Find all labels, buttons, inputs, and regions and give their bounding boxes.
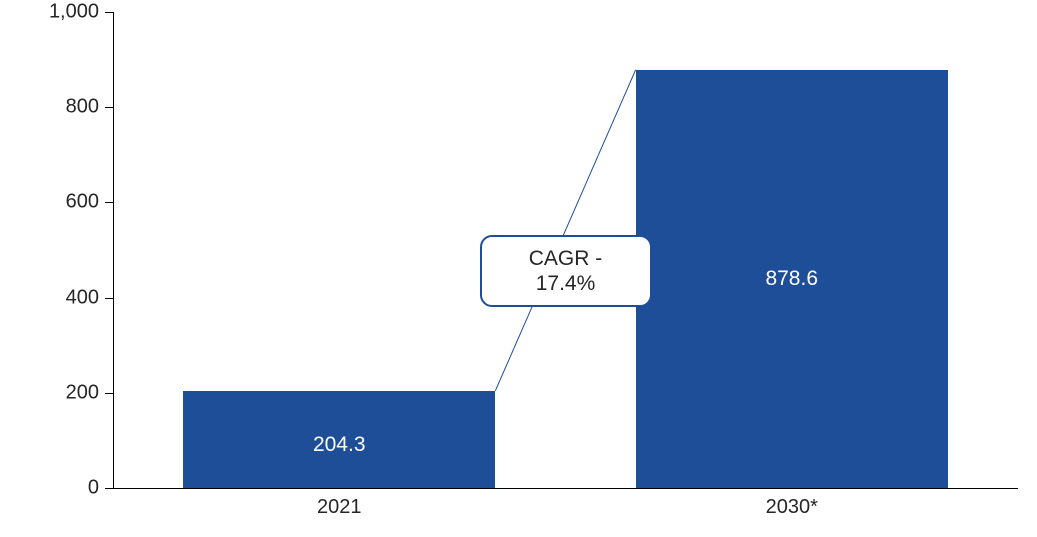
y-tick-mark xyxy=(105,107,113,108)
cagr-callout: CAGR -17.4% xyxy=(480,235,652,307)
x-axis-line xyxy=(113,488,1018,489)
y-tick-label: 600 xyxy=(0,191,99,214)
y-tick-mark xyxy=(105,393,113,394)
bar-value-label: 878.6 xyxy=(636,267,948,291)
bar-chart: 0 200 400 600 800 1,000 204.3 2021 878.6 2030* CAG… xyxy=(0,0,1037,537)
callout-line1: CAGR - xyxy=(529,246,603,271)
x-tick-label: 2030* xyxy=(766,496,818,519)
y-tick-mark xyxy=(105,12,113,13)
callout-line2: 17.4% xyxy=(529,271,603,296)
bar-value-label: 204.3 xyxy=(183,433,495,457)
y-tick-mark xyxy=(105,488,113,489)
y-tick-label: 400 xyxy=(0,286,99,309)
x-tick-label: 2021 xyxy=(317,496,362,519)
y-tick-mark xyxy=(105,202,113,203)
y-tick-label: 200 xyxy=(0,381,99,404)
y-tick-label: 800 xyxy=(0,96,99,119)
y-tick-mark xyxy=(105,298,113,299)
y-tick-label: 1,000 xyxy=(0,1,99,24)
y-tick-label: 0 xyxy=(0,477,99,500)
y-axis-line xyxy=(113,12,114,488)
